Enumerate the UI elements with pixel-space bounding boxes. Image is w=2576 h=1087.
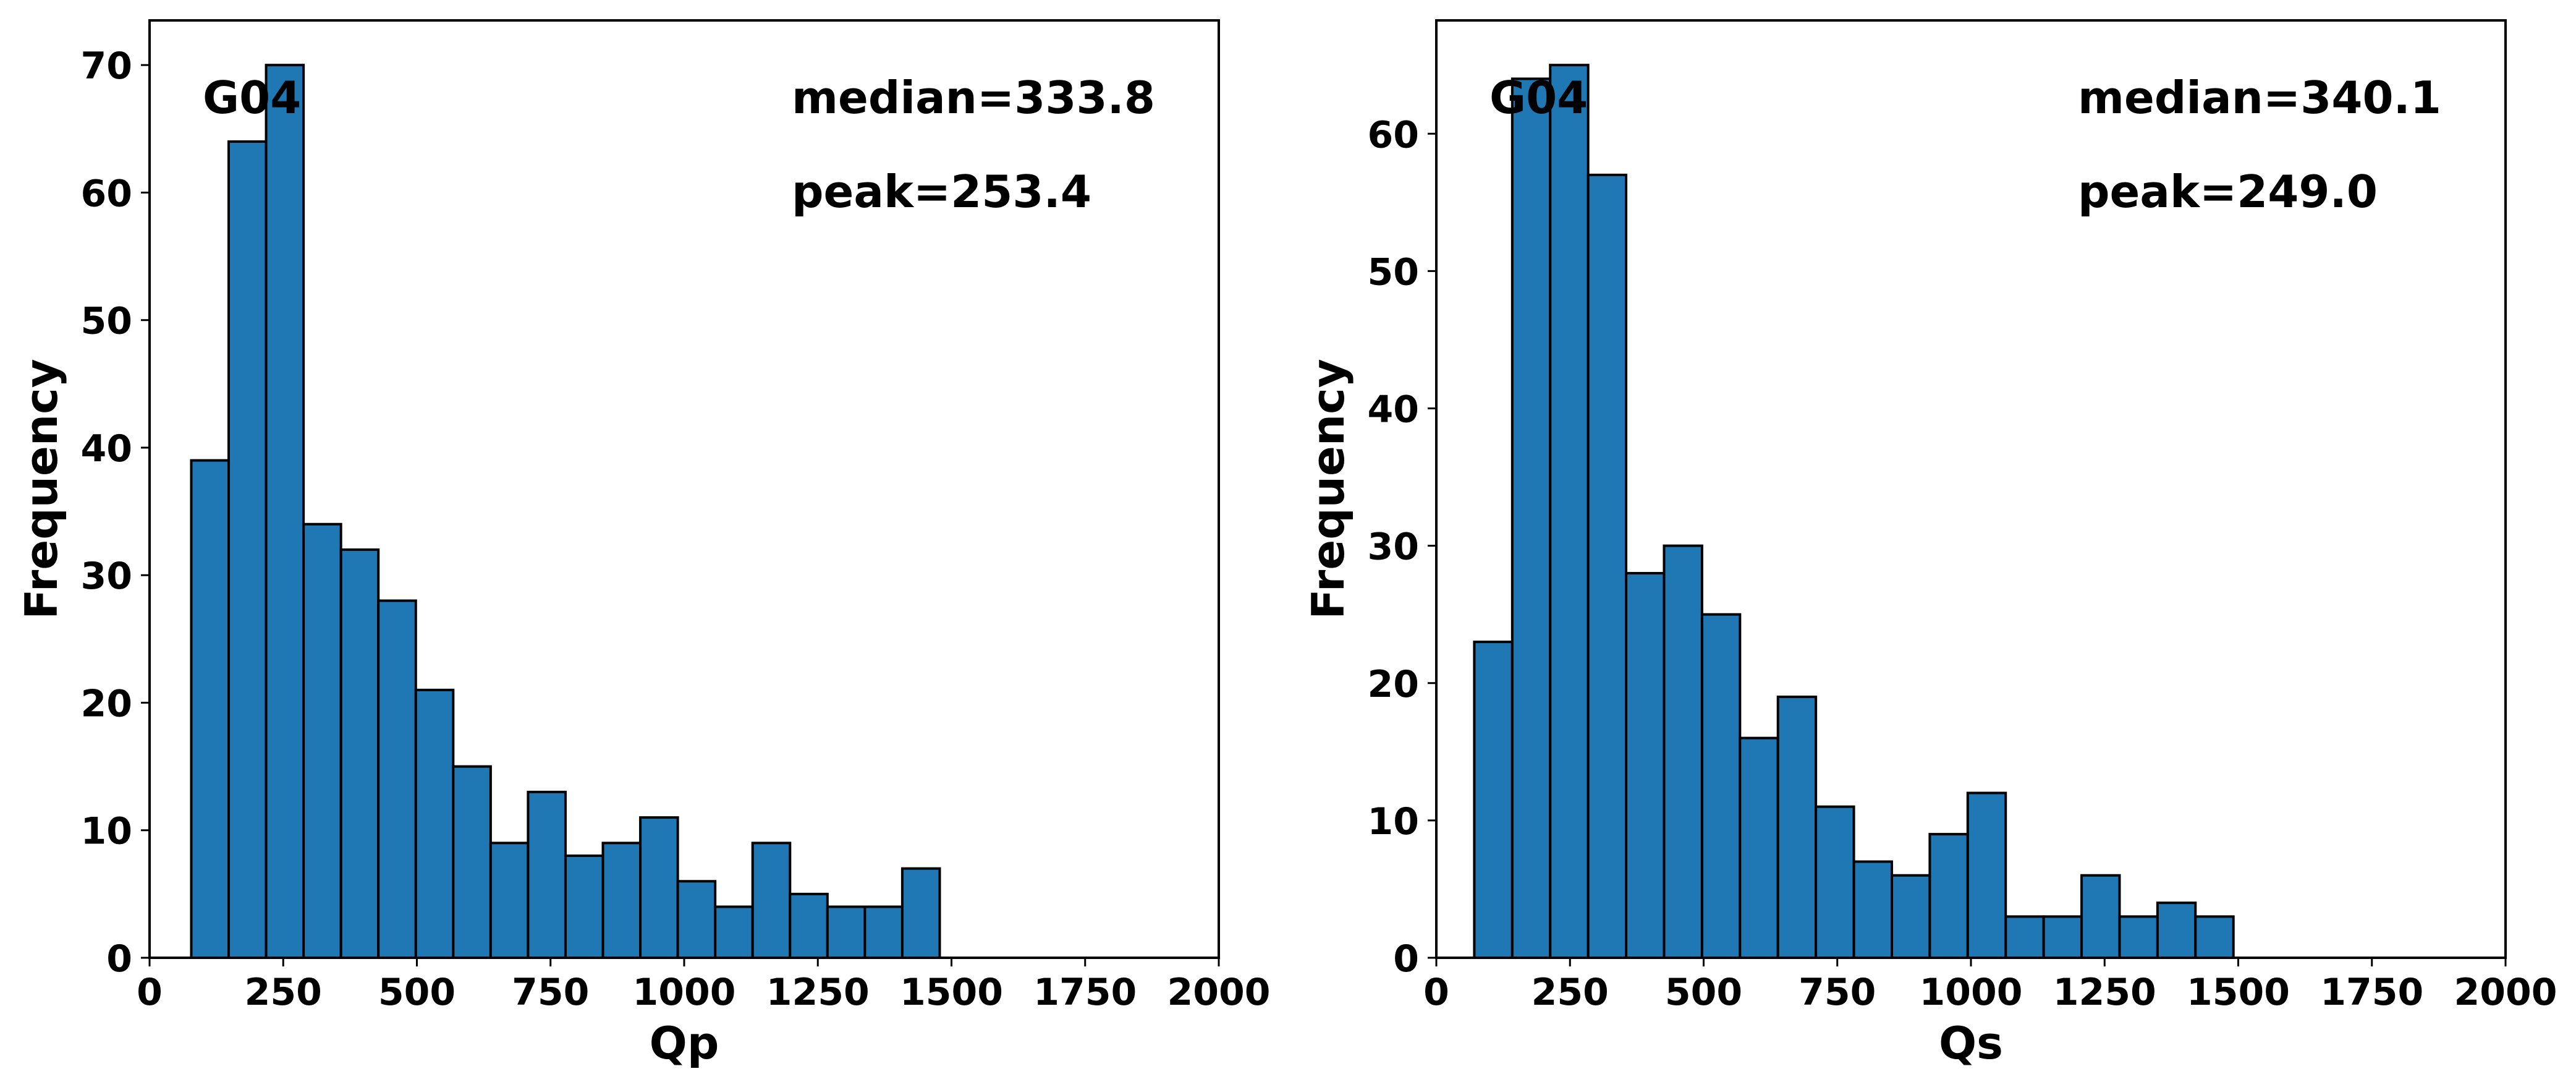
- qp-histogram-panel: 0 250 500 750 1000 1250 1500 1750 2000 0 10 20 30 40…: [15, 19, 1271, 1069]
- qp-y-tick-label: 20: [81, 682, 133, 725]
- qp-histogram-bar-15: [751, 842, 792, 959]
- qs-histogram-bar-7: [1739, 736, 1779, 959]
- qs-peak-label: peak=249.0: [2078, 166, 2378, 218]
- qp-y-tick-label: 70: [81, 45, 133, 88]
- qp-histogram-bar-5: [377, 599, 417, 959]
- qs-histogram-bar-4: [1625, 572, 1666, 959]
- qs-x-tick-label: 1250: [2053, 971, 2156, 1014]
- qp-histogram-bar-13: [676, 880, 717, 959]
- qs-histogram-bar-10: [1852, 860, 1893, 959]
- qs-x-tick-label: 750: [1799, 971, 1876, 1014]
- qp-station-label: G04: [203, 72, 301, 124]
- qs-histogram-bar-3: [1587, 173, 1628, 959]
- qs-x-tick-label: 2000: [2454, 971, 2557, 1014]
- qp-x-tick-label: 1000: [633, 971, 736, 1014]
- qp-histogram-bar-19: [900, 867, 941, 959]
- qp-x-axis-label: Qp: [650, 1017, 719, 1069]
- qp-histogram-bar-11: [601, 842, 642, 959]
- qp-x-ticks: 0 250 500 750 1000 1250 1500 1750 2000: [137, 958, 1271, 1014]
- qs-histogram-bar-6: [1700, 613, 1742, 959]
- qs-x-tick-label: 0: [1423, 971, 1449, 1014]
- qs-station-label: G04: [1489, 72, 1588, 124]
- qp-x-tick-label: 250: [245, 971, 322, 1014]
- qp-x-tick-label: 2000: [1167, 971, 1271, 1014]
- qp-histogram-bar-16: [789, 892, 829, 959]
- qp-y-ticks: 0 10 20 30 40 50 60 70: [81, 45, 150, 981]
- qs-x-tick-label: 250: [1532, 971, 1609, 1014]
- qs-histogram-bar-1: [1510, 77, 1552, 959]
- qs-histogram-bar-8: [1776, 695, 1818, 959]
- qs-histogram-bar-13: [1966, 791, 2007, 959]
- qp-histogram-bar-10: [564, 854, 604, 959]
- qs-x-tick-label: 1000: [1920, 971, 2023, 1014]
- qs-histogram-bar-19: [2194, 915, 2235, 960]
- qs-histogram-bar-16: [2080, 874, 2121, 959]
- qs-y-tick-label: 60: [1368, 113, 1420, 156]
- qp-y-tick-label: 10: [81, 810, 133, 853]
- qs-x-tick-label: 1500: [2187, 971, 2290, 1014]
- qs-histogram-bar-15: [2042, 915, 2083, 960]
- qp-x-tick-label: 0: [137, 971, 163, 1014]
- qs-histogram-bar-9: [1815, 805, 1855, 959]
- qs-y-tick-label: 10: [1368, 800, 1420, 843]
- qs-histogram-panel: 0 250 500 750 1000 1250 1500 1750 2000 0 10 20 30 40…: [1302, 19, 2557, 1069]
- qp-histogram-bar-1: [227, 140, 268, 960]
- qp-peak-label: peak=253.4: [792, 166, 1091, 218]
- qp-x-tick-label: 1250: [766, 971, 870, 1014]
- qs-y-tick-label: 0: [1393, 937, 1419, 981]
- qs-y-tick-label: 50: [1368, 250, 1420, 294]
- qp-x-tick-label: 1500: [900, 971, 1003, 1014]
- qp-y-axis-label: Frequency: [15, 359, 67, 619]
- qs-y-axis-label: Frequency: [1302, 359, 1354, 619]
- qs-y-tick-label: 40: [1368, 388, 1420, 432]
- qp-y-tick-label: 60: [81, 172, 133, 215]
- qs-y-ticks: 0 10 20 30 40 50 60: [1368, 113, 1436, 981]
- qs-x-tick-label: 1750: [2320, 971, 2423, 1014]
- qs-y-tick-label: 30: [1368, 526, 1420, 569]
- qs-histogram-bar-2: [1549, 64, 1590, 960]
- qp-x-tick-label: 750: [512, 971, 589, 1014]
- qs-bars: [1473, 64, 2235, 960]
- qp-histogram-bar-17: [826, 905, 866, 959]
- qs-histogram-bar-17: [2118, 915, 2159, 960]
- qp-median-label: median=333.8: [792, 72, 1155, 124]
- qs-histogram-bar-11: [1890, 874, 1931, 959]
- qp-y-tick-label: 0: [106, 937, 132, 981]
- qp-y-tick-label: 30: [81, 555, 133, 598]
- qs-histogram-bar-12: [1928, 833, 1969, 959]
- qs-y-tick-label: 20: [1368, 663, 1420, 706]
- qs-histogram-bar-0: [1473, 641, 1514, 959]
- qp-histogram-bar-6: [414, 688, 455, 960]
- qp-histogram-bar-4: [339, 548, 380, 959]
- qs-histogram-bar-5: [1663, 544, 1703, 959]
- qs-x-axis-label: Qs: [1939, 1017, 2003, 1069]
- qp-x-tick-label: 1750: [1033, 971, 1137, 1014]
- qs-histogram-bar-18: [2156, 902, 2197, 959]
- qp-x-tick-label: 500: [378, 971, 455, 1014]
- qp-histogram-bar-12: [639, 816, 679, 959]
- qp-histogram-bar-0: [190, 459, 231, 959]
- qs-median-label: median=340.1: [2078, 72, 2441, 124]
- qp-histogram-bar-2: [265, 64, 305, 960]
- qs-x-ticks: 0 250 500 750 1000 1250 1500 1750 2000: [1423, 958, 2557, 1014]
- qp-histogram-bar-8: [489, 842, 530, 959]
- qp-histogram-bar-3: [302, 522, 342, 959]
- qp-histogram-bar-9: [527, 790, 567, 959]
- qp-histogram-bar-18: [863, 905, 904, 959]
- qs-histogram-bar-14: [2004, 915, 2045, 960]
- qp-bars: [190, 64, 941, 960]
- qp-histogram-bar-7: [452, 765, 492, 960]
- qp-y-tick-label: 50: [81, 300, 133, 343]
- qp-y-tick-label: 40: [81, 427, 133, 471]
- qp-histogram-bar-14: [714, 905, 754, 959]
- qs-x-tick-label: 500: [1665, 971, 1742, 1014]
